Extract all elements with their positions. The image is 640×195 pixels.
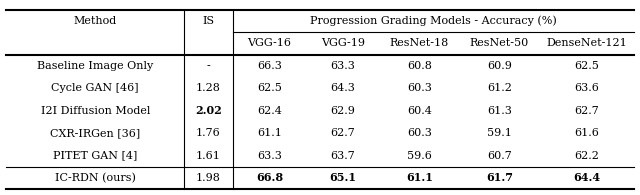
Text: 60.8: 60.8 [407, 61, 432, 71]
Text: VGG-19: VGG-19 [321, 38, 365, 48]
Text: 65.1: 65.1 [329, 172, 356, 183]
Text: CXR-IRGen [36]: CXR-IRGen [36] [50, 128, 140, 138]
Text: 63.6: 63.6 [574, 83, 599, 93]
Text: 60.9: 60.9 [487, 61, 512, 71]
Text: IC-RDN (ours): IC-RDN (ours) [55, 173, 136, 183]
Text: 64.3: 64.3 [330, 83, 355, 93]
Text: 62.2: 62.2 [574, 151, 599, 160]
Text: 62.7: 62.7 [574, 106, 599, 116]
Text: 59.6: 59.6 [407, 151, 432, 160]
Text: ResNet-50: ResNet-50 [470, 38, 529, 48]
Text: Progression Grading Models - Accuracy (%): Progression Grading Models - Accuracy (%… [310, 16, 557, 26]
Text: Method: Method [74, 16, 117, 26]
Text: 1.98: 1.98 [196, 173, 221, 183]
Text: 61.1: 61.1 [406, 172, 433, 183]
Text: Cycle GAN [46]: Cycle GAN [46] [51, 83, 139, 93]
Text: 63.7: 63.7 [330, 151, 355, 160]
Text: IS: IS [202, 16, 214, 26]
Text: 61.6: 61.6 [574, 128, 599, 138]
Text: Baseline Image Only: Baseline Image Only [37, 61, 154, 71]
Text: VGG-16: VGG-16 [248, 38, 291, 48]
Text: 66.3: 66.3 [257, 61, 282, 71]
Text: ResNet-18: ResNet-18 [390, 38, 449, 48]
Text: 60.3: 60.3 [407, 83, 432, 93]
Text: 66.8: 66.8 [256, 172, 283, 183]
Text: DenseNet-121: DenseNet-121 [546, 38, 627, 48]
Text: 60.7: 60.7 [487, 151, 512, 160]
Text: -: - [207, 61, 211, 71]
Text: 62.5: 62.5 [257, 83, 282, 93]
Text: PITET GAN [4]: PITET GAN [4] [53, 151, 138, 160]
Text: 62.7: 62.7 [330, 128, 355, 138]
Text: I2I Diffusion Model: I2I Diffusion Model [40, 106, 150, 116]
Text: 62.4: 62.4 [257, 106, 282, 116]
Text: 64.4: 64.4 [573, 172, 600, 183]
Text: 62.9: 62.9 [330, 106, 355, 116]
Text: 63.3: 63.3 [257, 151, 282, 160]
Text: 61.7: 61.7 [486, 172, 513, 183]
Text: 2.02: 2.02 [195, 105, 222, 116]
Text: 59.1: 59.1 [487, 128, 512, 138]
Text: 1.76: 1.76 [196, 128, 221, 138]
Text: 62.5: 62.5 [574, 61, 599, 71]
Text: 63.3: 63.3 [330, 61, 355, 71]
Text: 60.4: 60.4 [407, 106, 432, 116]
Text: 61.1: 61.1 [257, 128, 282, 138]
Text: 1.28: 1.28 [196, 83, 221, 93]
Text: 1.61: 1.61 [196, 151, 221, 160]
Text: 60.3: 60.3 [407, 128, 432, 138]
Text: 61.3: 61.3 [487, 106, 512, 116]
Text: 61.2: 61.2 [487, 83, 512, 93]
